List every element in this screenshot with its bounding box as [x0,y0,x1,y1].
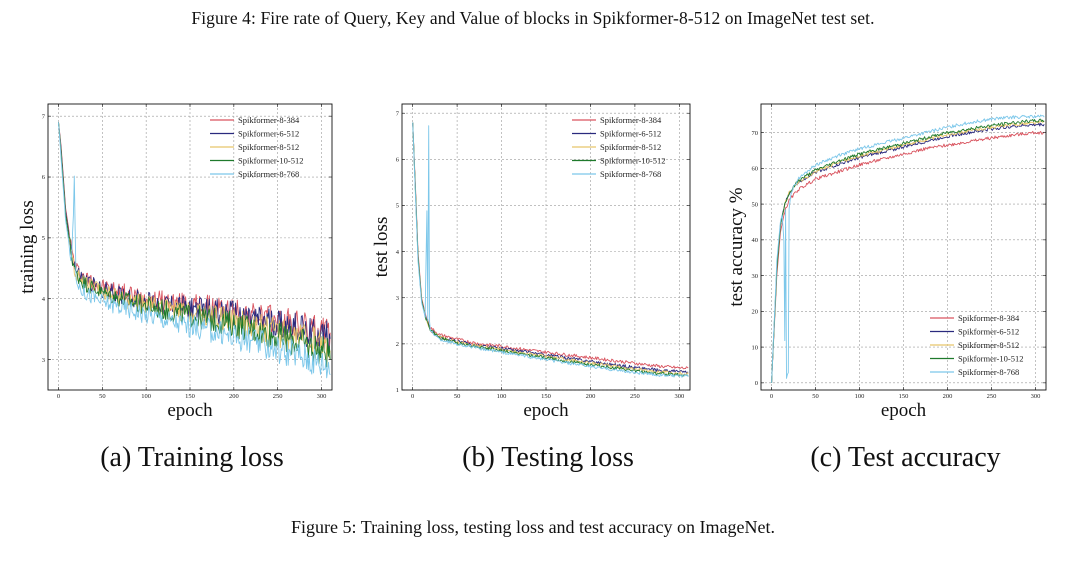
x-tick-label: 250 [630,393,640,400]
series-line-spikformer-8-384 [771,130,1045,383]
subfigure-caption: (b) Testing loss [462,442,634,473]
y-tick-label: 3 [42,357,45,364]
legend-label: Spikformer-8-512 [600,142,661,152]
figure-4-caption: Figure 4: Fire rate of Query, Key and Va… [191,8,875,28]
x-tick-label: 250 [273,393,283,400]
series-line-spikformer-8-768 [412,122,689,378]
x-tick-label: 100 [497,393,507,400]
series-line-spikformer-10-512 [412,122,689,377]
y-tick-label: 2 [396,341,399,348]
chart-testing-loss: 0 50 100 150 200 250 300 1 2 3 4 5 6 7 epoch test loss S… [371,103,691,473]
x-tick-label: 200 [586,393,596,400]
legend: Spikformer-8-384 Spikformer-6-512 Spikform… [930,313,1023,377]
x-tick-label: 200 [229,393,239,400]
legend-label: Spikformer-6-512 [238,129,299,139]
x-tick-label: 100 [855,393,865,400]
x-tick-label: 300 [674,393,684,400]
series-line-spikformer-8-512 [771,120,1045,383]
legend-label: Spikformer-8-384 [238,115,300,125]
legend-label: Spikformer-8-768 [600,169,661,179]
y-axis-title: test loss [371,217,392,278]
y-tick-label: 20 [752,309,759,316]
series-line-spikformer-6-512 [412,122,689,374]
x-tick-label: 250 [987,393,997,400]
y-tick-label: 4 [396,249,400,256]
x-tick-label: 150 [899,393,909,400]
legend-label: Spikformer-8-768 [238,169,299,179]
y-tick-label: 7 [396,110,400,117]
y-tick-label: 6 [42,174,46,181]
series-line-spikformer-8-768 [771,114,1045,383]
legend-label: Spikformer-6-512 [958,327,1019,337]
series-line-spikformer-10-512 [771,118,1045,383]
series-line-spikformer-8-384 [58,122,331,350]
y-tick-label: 60 [752,166,759,173]
y-tick-label: 0 [755,380,758,387]
x-tick-label: 0 [57,393,60,400]
series-group [412,122,689,378]
x-tick-label: 0 [411,393,414,400]
y-tick-label: 40 [752,237,759,244]
series-line-spikformer-8-768 [58,122,331,379]
y-tick-label: 1 [396,387,399,394]
x-tick-label: 150 [541,393,551,400]
legend-label: Spikformer-10-512 [238,156,303,166]
y-tick-label: 4 [42,296,46,303]
y-tick-label: 5 [42,235,45,242]
y-tick-label: 7 [42,113,46,120]
x-axis-title: epoch [523,400,569,421]
chart-training-loss: 0 50 100 150 200 250 300 3 4 5 6 7 epoch training los… [17,103,333,473]
series-line-spikformer-8-384 [412,122,689,370]
figure-5-caption: Figure 5: Training loss, testing loss an… [291,517,775,537]
y-tick-label: 3 [396,295,399,302]
legend-label: Spikformer-8-384 [600,115,662,125]
x-axis-title: epoch [881,400,927,421]
legend-label: Spikformer-8-512 [238,142,299,152]
legend-label: Spikformer-8-384 [958,313,1020,323]
legend-label: Spikformer-10-512 [600,156,665,166]
chart-test-accuracy: 0 50 100 150 200 250 300 0 10 20 30 40 50 60 70 epoch te… [726,103,1047,473]
x-axis-title: epoch [167,400,213,421]
x-tick-label: 50 [454,393,461,400]
x-tick-label: 150 [185,393,195,400]
y-tick-label: 6 [396,157,400,164]
legend: Spikformer-8-384 Spikformer-6-512 Spikform… [210,115,303,179]
y-tick-label: 10 [752,344,759,351]
y-tick-label: 5 [396,203,399,210]
y-axis-title: training loss [17,200,38,293]
x-tick-label: 50 [812,393,819,400]
x-tick-label: 300 [317,393,327,400]
y-tick-label: 30 [752,273,759,280]
x-tick-label: 300 [1031,393,1041,400]
legend-label: Spikformer-10-512 [958,354,1023,364]
subfigure-caption: (a) Training loss [100,442,284,473]
series-group [771,114,1045,383]
x-tick-label: 0 [770,393,773,400]
x-tick-label: 100 [141,393,151,400]
x-tick-label: 200 [943,393,953,400]
series-group [58,122,331,379]
y-tick-label: 70 [752,130,759,137]
legend: Spikformer-8-384 Spikformer-6-512 Spikform… [572,115,665,179]
y-tick-label: 50 [752,201,759,208]
legend-label: Spikformer-8-768 [958,367,1019,377]
legend-label: Spikformer-6-512 [600,129,661,139]
legend-label: Spikformer-8-512 [958,340,1019,350]
x-tick-label: 50 [99,393,106,400]
subfigure-caption: (c) Test accuracy [810,442,1000,473]
y-axis-title: test accuracy % [726,187,747,306]
